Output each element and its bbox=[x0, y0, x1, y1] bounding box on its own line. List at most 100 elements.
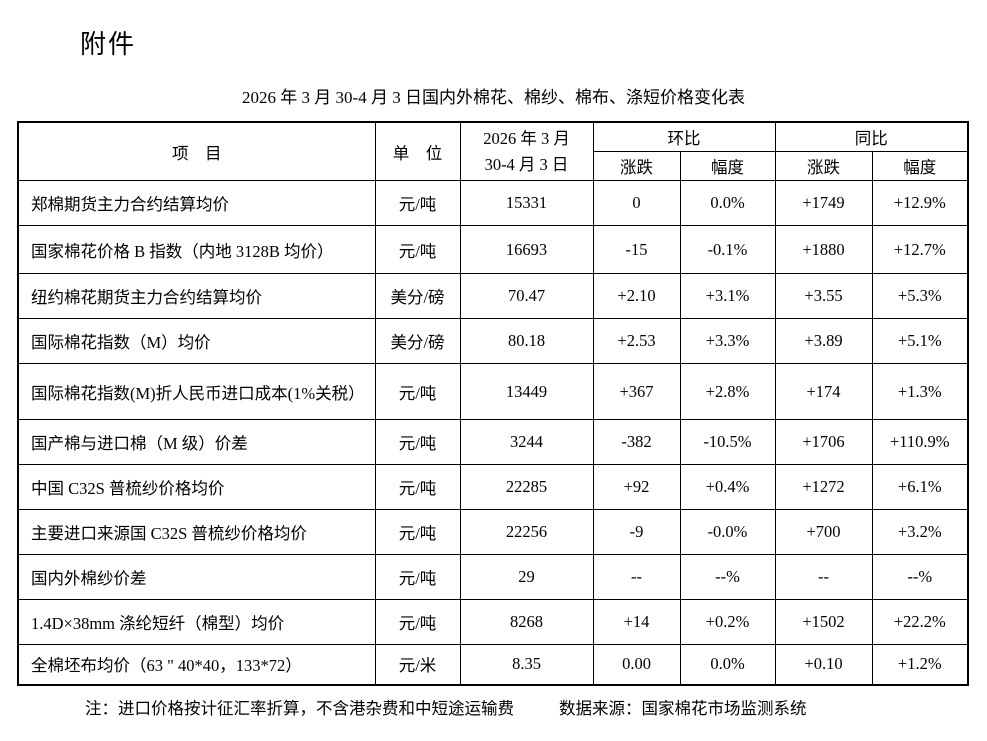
cell-value: 29 bbox=[459, 554, 594, 600]
header-period-line1: 2026 年 3 月 bbox=[483, 128, 570, 148]
cell-mom-pct: --% bbox=[679, 554, 776, 600]
cell-unit: 美分/磅 bbox=[374, 273, 461, 319]
table-row: 国产棉与进口棉（M 级）价差 元/吨 3244 -382 -10.5% +170… bbox=[17, 419, 969, 465]
cell-yoy-change: +1880 bbox=[774, 225, 873, 274]
cell-mom-pct: -0.1% bbox=[679, 225, 776, 274]
cell-unit: 元/吨 bbox=[374, 554, 461, 600]
cell-mom-pct: 0.0% bbox=[679, 180, 776, 226]
cell-yoy-change: +1502 bbox=[774, 599, 873, 645]
cell-item: 全棉坯布均价（63 " 40*40，133*72） bbox=[17, 644, 376, 685]
cell-yoy-pct: +6.1% bbox=[871, 464, 969, 510]
cell-yoy-pct: +110.9% bbox=[871, 419, 969, 465]
cell-mom-pct: -0.0% bbox=[679, 509, 776, 555]
cell-item: 中国 C32S 普梳纱价格均价 bbox=[17, 464, 376, 510]
cell-mom-pct: +3.1% bbox=[679, 273, 776, 319]
cell-mom-change: -9 bbox=[592, 509, 681, 555]
table-row: 国际棉花指数(M)折人民币进口成本(1%关税） 元/吨 13449 +367 +… bbox=[17, 363, 969, 420]
cell-unit: 元/吨 bbox=[374, 419, 461, 465]
footnote-text: 注：进口价格按计征汇率折算，不含港杂费和中短途运输费 bbox=[85, 698, 514, 718]
cell-item: 纽约棉花期货主力合约结算均价 bbox=[17, 273, 376, 319]
cell-yoy-change: -- bbox=[774, 554, 873, 600]
cell-value: 13449 bbox=[459, 363, 594, 420]
header-yoy-pct: 幅度 bbox=[871, 151, 969, 181]
cell-unit: 元/吨 bbox=[374, 180, 461, 226]
cell-mom-change: -- bbox=[592, 554, 681, 600]
cell-mom-change: +367 bbox=[592, 363, 681, 420]
cell-yoy-pct: +5.3% bbox=[871, 273, 969, 319]
header-mom-change: 涨跌 bbox=[592, 151, 681, 181]
cell-value: 15331 bbox=[459, 180, 594, 226]
table-row: 全棉坯布均价（63 " 40*40，133*72） 元/米 8.35 0.00 … bbox=[17, 644, 969, 685]
table-title: 2026 年 3 月 30-4 月 3 日国内外棉花、棉纱、棉布、涤短价格变化表 bbox=[242, 88, 745, 107]
cell-yoy-change: +1706 bbox=[774, 419, 873, 465]
header-period: 2026 年 3 月 30-4 月 3 日 bbox=[459, 121, 594, 181]
header-row-1: 项 目 单 位 2026 年 3 月 30-4 月 3 日 环比 同比 bbox=[17, 121, 969, 181]
cell-yoy-pct: +12.9% bbox=[871, 180, 969, 226]
cell-mom-pct: +2.8% bbox=[679, 363, 776, 420]
table-row: 国家棉花价格 B 指数（内地 3128B 均价） 元/吨 16693 -15 -… bbox=[17, 225, 969, 274]
cell-yoy-change: +0.10 bbox=[774, 644, 873, 685]
cell-yoy-pct: +5.1% bbox=[871, 318, 969, 364]
header-yoy-change: 涨跌 bbox=[774, 151, 873, 181]
cell-yoy-pct: +22.2% bbox=[871, 599, 969, 645]
cell-mom-change: +2.53 bbox=[592, 318, 681, 364]
table-row: 国内外棉纱价差 元/吨 29 -- --% -- --% bbox=[17, 554, 969, 600]
cell-yoy-change: +1272 bbox=[774, 464, 873, 510]
cell-yoy-change: +174 bbox=[774, 363, 873, 420]
cell-mom-pct: +3.3% bbox=[679, 318, 776, 364]
cell-mom-change: 0 bbox=[592, 180, 681, 226]
cell-unit: 元/米 bbox=[374, 644, 461, 685]
cell-value: 80.18 bbox=[459, 318, 594, 364]
cell-mom-change: -382 bbox=[592, 419, 681, 465]
header-mom: 环比 bbox=[592, 121, 776, 152]
table-row: 中国 C32S 普梳纱价格均价 元/吨 22285 +92 +0.4% +127… bbox=[17, 464, 969, 510]
header-row-2: 涨跌 幅度 涨跌 幅度 bbox=[18, 151, 969, 181]
cell-unit: 元/吨 bbox=[374, 599, 461, 645]
footnotes: 注：进口价格按计征汇率折算，不含港杂费和中短途运输费 数据来源：国家棉花市场监测… bbox=[0, 695, 987, 719]
cell-mom-change: 0.00 bbox=[592, 644, 681, 685]
header-unit: 单 位 bbox=[374, 121, 461, 181]
cell-item: 国产棉与进口棉（M 级）价差 bbox=[17, 419, 376, 465]
cell-unit: 元/吨 bbox=[374, 225, 461, 274]
cell-unit: 元/吨 bbox=[374, 464, 461, 510]
cell-yoy-change: +1749 bbox=[774, 180, 873, 226]
cell-unit: 元/吨 bbox=[374, 509, 461, 555]
cell-yoy-change: +700 bbox=[774, 509, 873, 555]
cell-value: 70.47 bbox=[459, 273, 594, 319]
cell-yoy-pct: +1.2% bbox=[871, 644, 969, 685]
cell-item: 主要进口来源国 C32S 普梳纱价格均价 bbox=[17, 509, 376, 555]
cell-item: 国家棉花价格 B 指数（内地 3128B 均价） bbox=[17, 225, 376, 274]
cell-mom-change: +14 bbox=[592, 599, 681, 645]
data-source-text: 数据来源：国家棉花市场监测系统 bbox=[559, 698, 807, 718]
cell-item: 国际棉花指数（M）均价 bbox=[17, 318, 376, 364]
cell-value: 3244 bbox=[459, 419, 594, 465]
table-row: 国际棉花指数（M）均价 美分/磅 80.18 +2.53 +3.3% +3.89… bbox=[17, 318, 969, 364]
table-row: 1.4D×38mm 涤纶短纤（棉型）均价 元/吨 8268 +14 +0.2% … bbox=[17, 599, 969, 645]
cell-mom-change: -15 bbox=[592, 225, 681, 274]
cell-unit: 元/吨 bbox=[374, 363, 461, 420]
table-row: 郑棉期货主力合约结算均价 元/吨 15331 0 0.0% +1749 +12.… bbox=[17, 180, 969, 226]
cell-item: 国内外棉纱价差 bbox=[17, 554, 376, 600]
cell-mom-pct: 0.0% bbox=[679, 644, 776, 685]
header-period-line2: 30-4 月 3 日 bbox=[484, 154, 569, 174]
cell-unit: 美分/磅 bbox=[374, 318, 461, 364]
cell-yoy-change: +3.55 bbox=[774, 273, 873, 319]
cell-item: 国际棉花指数(M)折人民币进口成本(1%关税） bbox=[17, 363, 376, 420]
cell-yoy-pct: +3.2% bbox=[871, 509, 969, 555]
cell-value: 8.35 bbox=[459, 644, 594, 685]
attachment-label: 附件 bbox=[80, 30, 137, 59]
cell-mom-change: +2.10 bbox=[592, 273, 681, 319]
header-yoy: 同比 bbox=[774, 121, 969, 152]
table-row: 主要进口来源国 C32S 普梳纱价格均价 元/吨 22256 -9 -0.0% … bbox=[17, 509, 969, 555]
cell-yoy-pct: +1.3% bbox=[871, 363, 969, 420]
cell-mom-pct: -10.5% bbox=[679, 419, 776, 465]
cell-value: 8268 bbox=[459, 599, 594, 645]
table-row: 纽约棉花期货主力合约结算均价 美分/磅 70.47 +2.10 +3.1% +3… bbox=[17, 273, 969, 319]
header-item: 项 目 bbox=[17, 121, 376, 181]
cell-value: 22285 bbox=[459, 464, 594, 510]
cell-yoy-pct: --% bbox=[871, 554, 969, 600]
cell-yoy-pct: +12.7% bbox=[871, 225, 969, 274]
cell-item: 郑棉期货主力合约结算均价 bbox=[17, 180, 376, 226]
cell-value: 16693 bbox=[459, 225, 594, 274]
cell-mom-pct: +0.4% bbox=[679, 464, 776, 510]
